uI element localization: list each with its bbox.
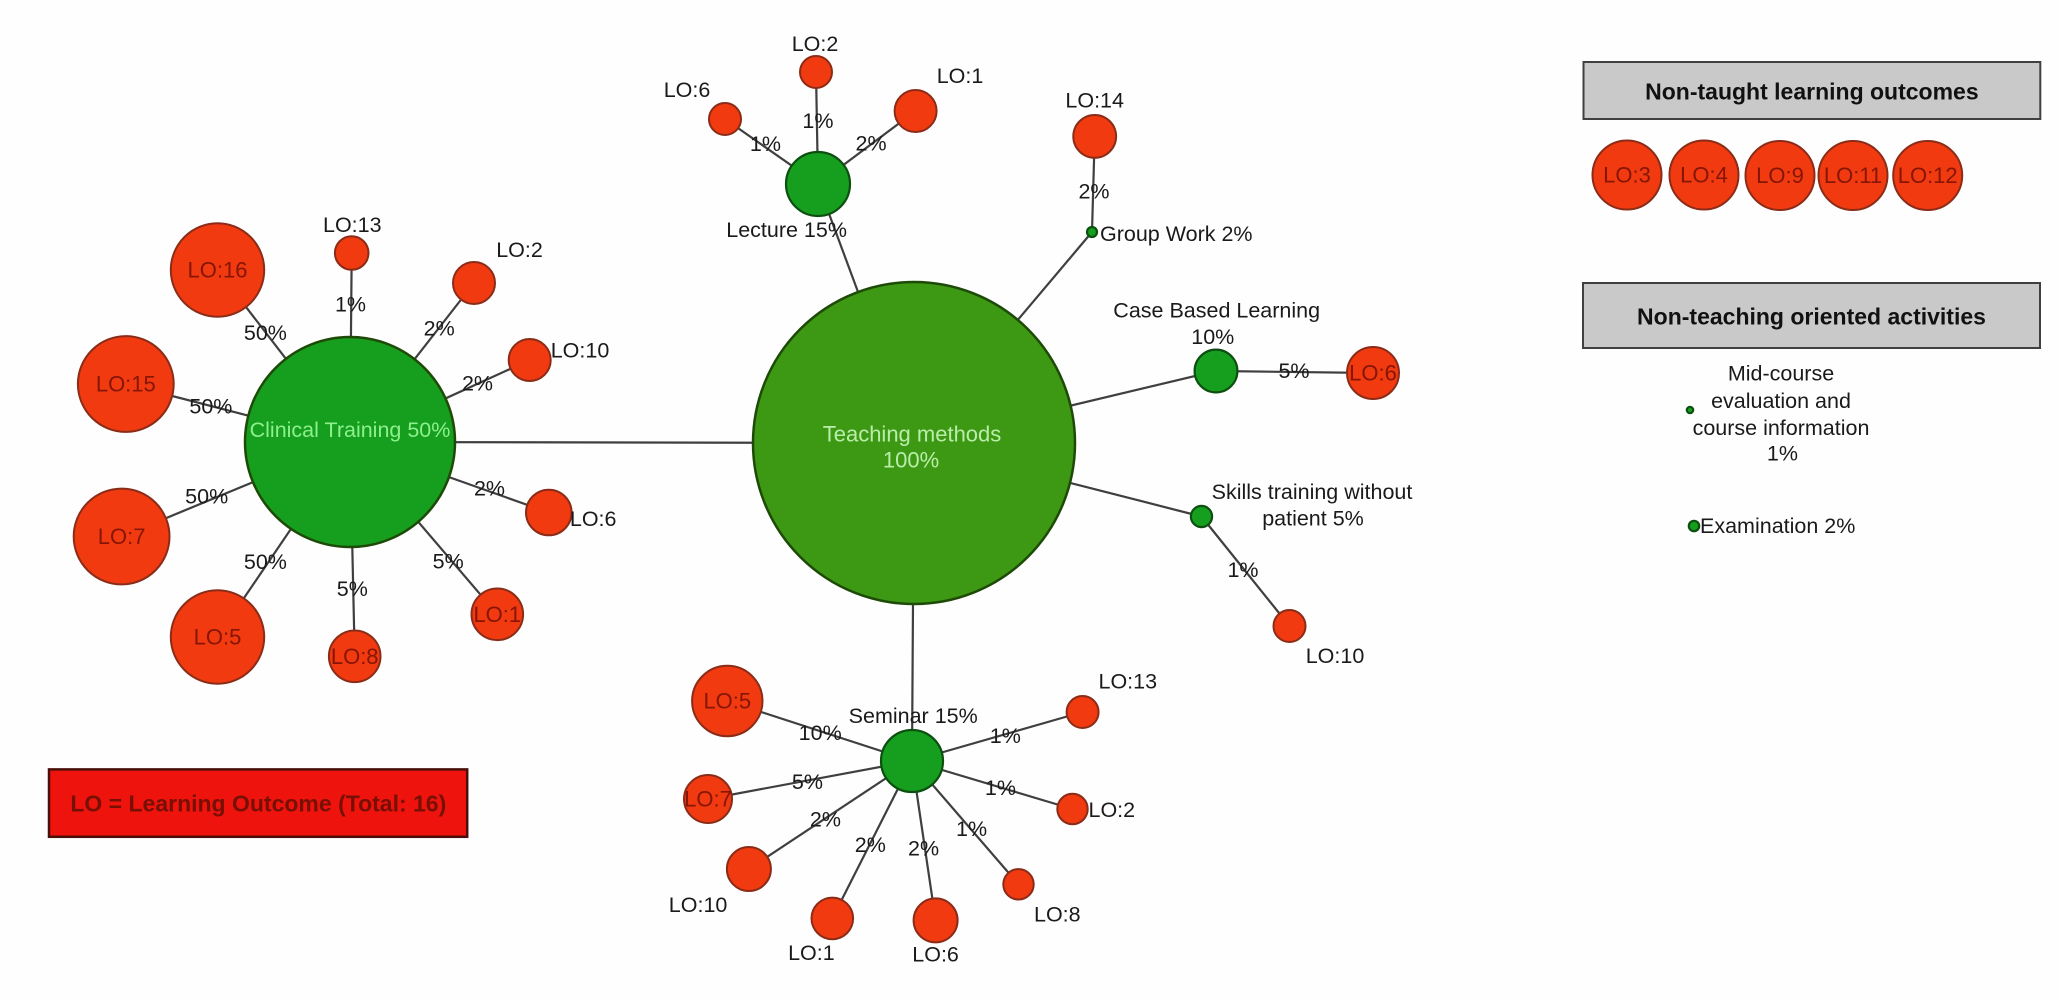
svg-text:LO:1: LO:1 bbox=[788, 941, 835, 965]
svg-text:Case Based Learning: Case Based Learning bbox=[1113, 298, 1320, 322]
svg-text:LO:1: LO:1 bbox=[937, 64, 984, 88]
svg-text:LO:8: LO:8 bbox=[331, 644, 379, 669]
svg-text:LO = Learning Outcome (Total:: LO = Learning Outcome (Total: 16) bbox=[70, 791, 446, 817]
svg-text:Teaching methods: Teaching methods bbox=[823, 422, 1002, 447]
svg-text:2%: 2% bbox=[855, 833, 886, 857]
svg-text:5%: 5% bbox=[337, 577, 368, 601]
svg-text:Mid-course: Mid-course bbox=[1728, 362, 1834, 386]
svg-text:LO:10: LO:10 bbox=[551, 339, 610, 363]
svg-text:LO:11: LO:11 bbox=[1824, 163, 1882, 188]
svg-text:LO:6: LO:6 bbox=[570, 507, 617, 531]
svg-text:50%: 50% bbox=[244, 550, 287, 574]
svg-text:LO:4: LO:4 bbox=[1680, 163, 1728, 188]
svg-text:LO:5: LO:5 bbox=[194, 625, 242, 650]
svg-text:LO:10: LO:10 bbox=[1306, 644, 1365, 668]
svg-text:5%: 5% bbox=[1278, 359, 1309, 383]
svg-text:LO:2: LO:2 bbox=[496, 238, 543, 262]
svg-text:Group Work 2%: Group Work 2% bbox=[1100, 222, 1253, 246]
svg-text:1%: 1% bbox=[802, 109, 833, 133]
svg-text:1%: 1% bbox=[335, 293, 366, 317]
svg-text:2%: 2% bbox=[810, 808, 841, 832]
svg-text:LO:7: LO:7 bbox=[684, 787, 732, 812]
svg-text:Lecture 15%: Lecture 15% bbox=[726, 218, 847, 242]
svg-text:2%: 2% bbox=[1078, 180, 1109, 204]
svg-text:LO:2: LO:2 bbox=[1088, 798, 1135, 822]
svg-text:Clinical Training 50%: Clinical Training 50% bbox=[250, 418, 451, 442]
svg-text:Non-teaching oriented activiti: Non-teaching oriented activities bbox=[1637, 304, 1986, 330]
svg-text:evaluation and: evaluation and bbox=[1711, 389, 1851, 413]
svg-text:LO:10: LO:10 bbox=[669, 893, 728, 917]
svg-text:Non-taught learning outcomes: Non-taught learning outcomes bbox=[1645, 79, 1979, 105]
svg-text:Examination 2%: Examination 2% bbox=[1700, 514, 1855, 538]
svg-text:patient 5%: patient 5% bbox=[1262, 507, 1364, 531]
svg-text:2%: 2% bbox=[856, 132, 887, 156]
svg-text:Skills training without: Skills training without bbox=[1212, 480, 1413, 504]
svg-text:LO:1: LO:1 bbox=[473, 602, 521, 627]
svg-text:LO:16: LO:16 bbox=[188, 258, 248, 283]
svg-text:LO:3: LO:3 bbox=[1603, 163, 1651, 188]
svg-text:10%: 10% bbox=[799, 721, 842, 745]
svg-text:2%: 2% bbox=[908, 836, 939, 860]
svg-text:LO:5: LO:5 bbox=[703, 689, 751, 714]
svg-text:LO:6: LO:6 bbox=[1349, 361, 1397, 386]
svg-text:1%: 1% bbox=[985, 776, 1016, 800]
svg-text:LO:13: LO:13 bbox=[1099, 669, 1158, 693]
svg-text:LO:6: LO:6 bbox=[912, 942, 959, 966]
svg-text:LO:13: LO:13 bbox=[323, 213, 382, 237]
svg-text:1%: 1% bbox=[1227, 558, 1258, 582]
svg-text:100%: 100% bbox=[883, 448, 939, 473]
svg-text:50%: 50% bbox=[244, 321, 287, 345]
svg-text:2%: 2% bbox=[424, 317, 455, 341]
svg-text:1%: 1% bbox=[1767, 441, 1798, 465]
svg-text:1%: 1% bbox=[990, 724, 1021, 748]
svg-text:LO:2: LO:2 bbox=[792, 32, 839, 56]
svg-text:2%: 2% bbox=[462, 372, 493, 396]
svg-text:50%: 50% bbox=[185, 484, 228, 508]
svg-text:2%: 2% bbox=[474, 477, 505, 501]
svg-text:LO:8: LO:8 bbox=[1034, 902, 1081, 926]
svg-text:10%: 10% bbox=[1191, 325, 1234, 349]
svg-text:5%: 5% bbox=[433, 550, 464, 574]
svg-text:course information: course information bbox=[1693, 416, 1870, 440]
svg-text:LO:14: LO:14 bbox=[1065, 89, 1124, 113]
svg-text:Seminar 15%: Seminar 15% bbox=[849, 704, 978, 728]
svg-text:LO:12: LO:12 bbox=[1898, 163, 1958, 188]
svg-text:1%: 1% bbox=[750, 132, 781, 156]
svg-text:1%: 1% bbox=[956, 817, 987, 841]
svg-text:50%: 50% bbox=[189, 394, 232, 418]
svg-text:5%: 5% bbox=[792, 770, 823, 794]
svg-text:LO:15: LO:15 bbox=[96, 372, 156, 397]
svg-text:LO:6: LO:6 bbox=[664, 78, 711, 102]
svg-text:LO:9: LO:9 bbox=[1756, 163, 1804, 188]
svg-text:LO:7: LO:7 bbox=[98, 524, 146, 549]
